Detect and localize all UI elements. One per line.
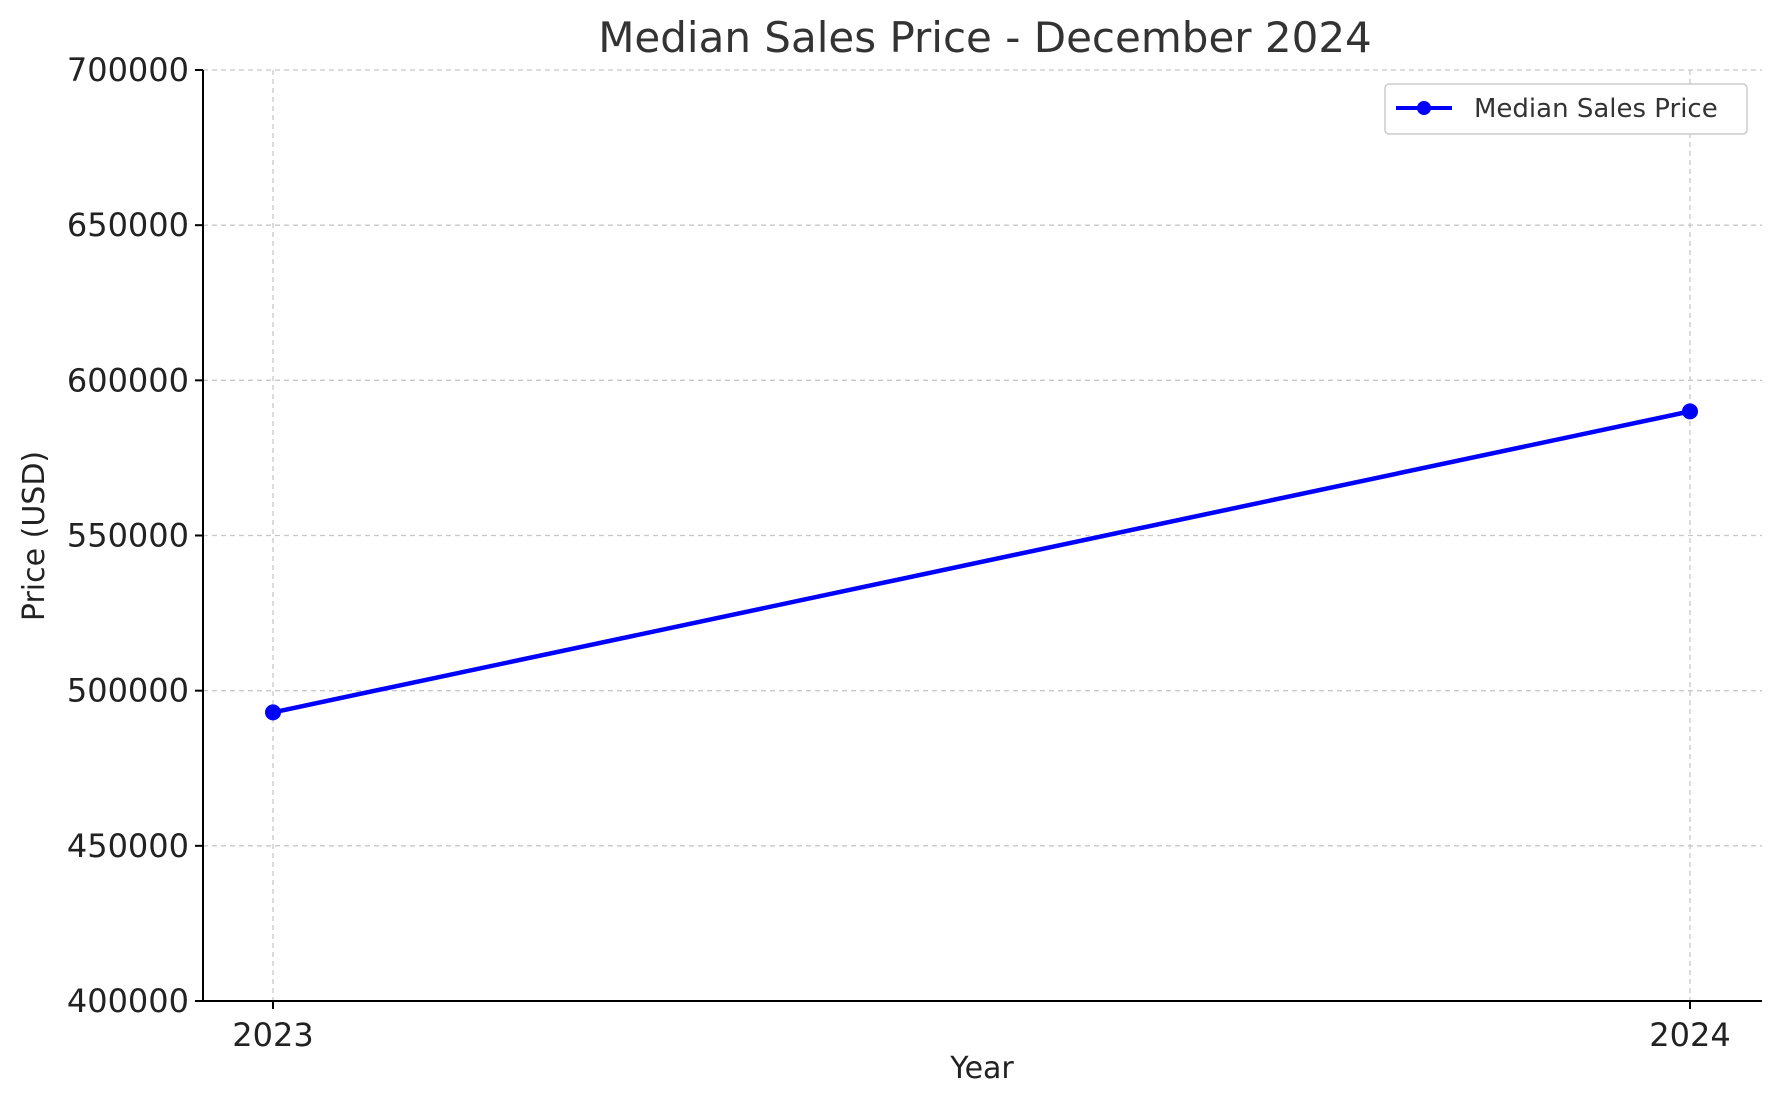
legend-marker-swatch: [1417, 101, 1431, 115]
data-point-2023: [265, 704, 281, 721]
chart-title: Median Sales Price - December 2024: [598, 13, 1372, 62]
x-tick-label: 2024: [1649, 1016, 1730, 1054]
y-tick-label: 500000: [67, 672, 189, 710]
x-tick-labels: 2023 2024: [232, 1001, 1731, 1054]
y-tick-label: 400000: [67, 982, 189, 1020]
series-line: [272, 409, 1691, 715]
legend-box: [1384, 83, 1748, 135]
legend: Median Sales Price: [1384, 83, 1748, 135]
y-tick-labels: 400000 450000 500000 550000 600000 650000 7000…: [67, 51, 203, 1020]
y-tick-label: 700000: [67, 51, 189, 89]
y-axis-label: Price (USD): [17, 451, 52, 621]
data-point-2024: [1682, 403, 1698, 420]
x-tick-label: 2023: [232, 1016, 313, 1054]
grid-layer: [203, 69, 1762, 1002]
x-axis-label: Year: [949, 1051, 1014, 1086]
y-tick-label: 450000: [67, 827, 189, 865]
y-tick-label: 550000: [67, 517, 189, 555]
y-tick-label: 600000: [67, 361, 189, 399]
y-tick-label: 650000: [67, 206, 189, 244]
legend-entry-median-sales-price: Median Sales Price: [1474, 94, 1718, 124]
series-layer: [265, 403, 1698, 721]
